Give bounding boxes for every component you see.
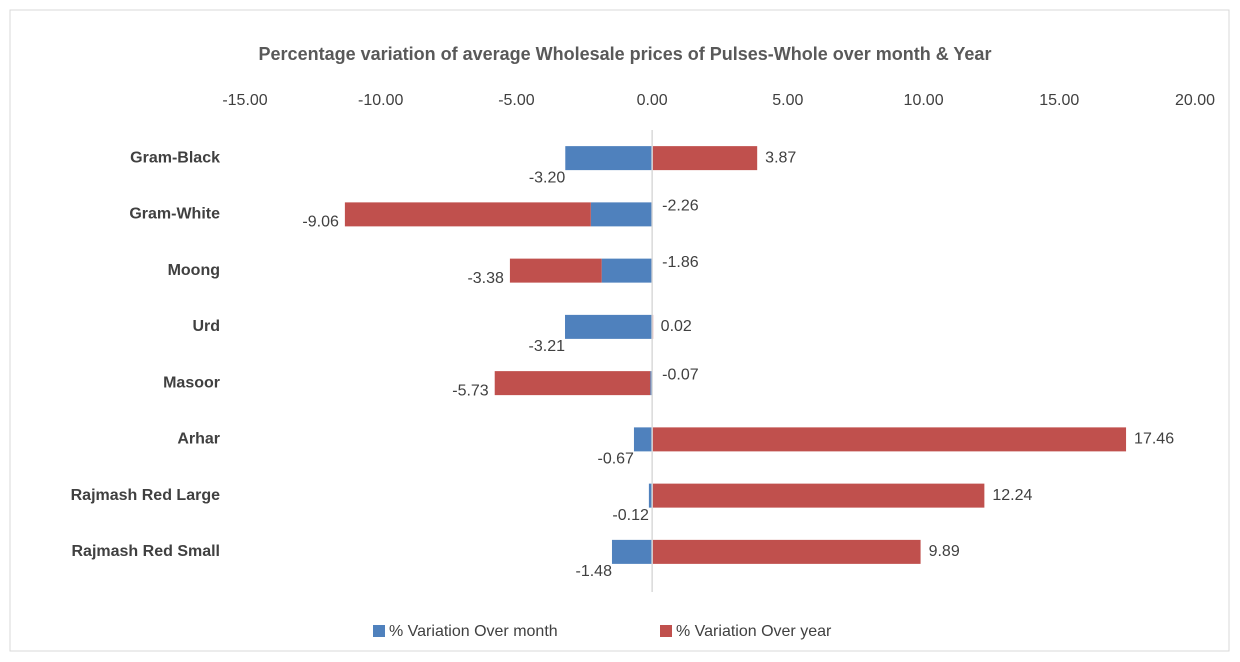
data-label: 17.46 [1134, 431, 1174, 448]
bar [648, 483, 653, 508]
x-tick-label: 5.00 [772, 92, 803, 109]
bar [652, 146, 758, 171]
x-tick-label: 15.00 [1039, 92, 1079, 109]
x-tick-label: 10.00 [904, 92, 944, 109]
x-tick-label: -15.00 [222, 92, 267, 109]
bar [650, 371, 653, 396]
x-tick-label: -10.00 [358, 92, 403, 109]
data-label: 12.24 [992, 487, 1032, 504]
legend-swatch [373, 625, 385, 637]
x-tick-label: 0.00 [637, 92, 668, 109]
data-label: -5.73 [452, 382, 489, 399]
bar [590, 202, 653, 227]
category-label: Urd [192, 318, 220, 335]
category-label: Rajmash Red Large [71, 487, 220, 504]
category-label: Arhar [177, 431, 220, 448]
data-label: -0.12 [612, 507, 649, 524]
legend-label: % Variation Over month [389, 623, 558, 640]
legend-swatch [660, 625, 672, 637]
bar [652, 539, 921, 564]
data-label: 9.89 [929, 543, 960, 560]
bar [509, 258, 602, 283]
bar [565, 146, 653, 171]
data-label: -1.86 [662, 254, 699, 271]
bar [633, 427, 653, 452]
category-label: Moong [168, 262, 220, 279]
data-label: -3.38 [467, 270, 504, 287]
data-label: -3.20 [529, 169, 566, 186]
data-label: -9.06 [302, 214, 339, 231]
bar [652, 483, 985, 508]
data-label: 0.02 [661, 318, 692, 335]
x-tick-label: -5.00 [498, 92, 535, 109]
data-label: -2.26 [662, 198, 699, 215]
category-label: Masoor [163, 374, 220, 391]
x-tick-label: 20.00 [1175, 92, 1215, 109]
category-label: Rajmash Red Small [72, 543, 221, 560]
bar [652, 427, 1127, 452]
bar [601, 258, 653, 283]
bar [565, 314, 653, 339]
data-label: 3.87 [765, 149, 796, 166]
data-label: -0.67 [597, 451, 634, 468]
data-label: -3.21 [529, 338, 566, 355]
bar [494, 371, 651, 396]
data-label: -1.48 [576, 563, 613, 580]
data-label: -0.07 [662, 366, 699, 383]
bar [611, 539, 653, 564]
legend-label: % Variation Over year [676, 623, 832, 640]
category-label: Gram-Black [130, 149, 220, 166]
chart-title: Percentage variation of average Wholesal… [259, 44, 992, 64]
bar [344, 202, 591, 227]
category-label: Gram-White [129, 206, 220, 223]
